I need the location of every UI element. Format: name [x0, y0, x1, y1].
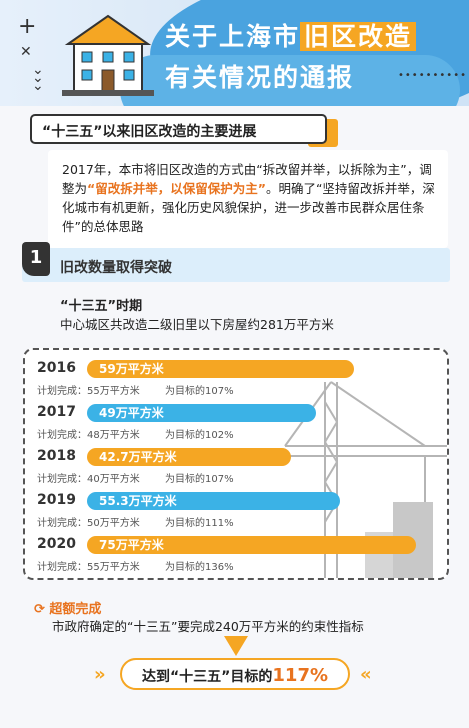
period-description: 中心城区共改造二级旧里以下房屋约281万平方米 — [60, 317, 334, 332]
plus-decoration-icon: + — [18, 14, 37, 39]
over-complete-title: ⟳ 超额完成 — [34, 602, 102, 617]
header-banner: + ✕ ⌄ ⌄ ⌄ 关于上海市 旧区改造 有关情况的通报 •••••••••• — [0, 0, 469, 106]
x-decoration-icon: ✕ — [20, 44, 32, 60]
result-badge: 达到“十三五”目标的117% — [120, 658, 350, 690]
yearly-progress-chart: 2016 59万平方米 计划完成：55万平方米 为目标的107% 2017 49万平方米计… — [23, 348, 449, 580]
bar-percent-label: 为目标的136% — [165, 562, 234, 573]
bar-year-label: 2016 — [37, 360, 76, 376]
bar-year-label: 2019 — [37, 492, 76, 508]
bar-plan-label: 计划完成：50万平方米 — [37, 518, 140, 529]
over-complete-description: 市政府确定的“十三五”要完成240万平方米的约束性指标 — [52, 619, 364, 634]
subsection-bar — [22, 248, 450, 282]
chevron-right-icon: » — [94, 664, 106, 685]
chevron-down-icon: ⌄ ⌄ ⌄ — [32, 62, 44, 94]
dots-decoration: •••••••••• — [398, 70, 467, 81]
bar-year-label: 2017 — [37, 404, 76, 420]
page-title-line1: 关于上海市 旧区改造 — [165, 17, 417, 53]
subsection-title: 旧改数量取得突破 — [60, 260, 172, 276]
arrow-down-icon — [224, 636, 248, 656]
house-icon — [62, 14, 154, 96]
page-title-line2: 有关情况的通报 — [165, 63, 355, 92]
bar-plan-label: 计划完成：55万平方米 — [37, 386, 140, 397]
bar-2016: 59万平方米 — [87, 360, 354, 378]
chevron-left-icon: « — [360, 664, 372, 685]
bar-plan-label: 计划完成：40万平方米 — [37, 474, 140, 485]
bar-2017: 49万平方米 — [87, 404, 316, 422]
bar-plan-label: 计划完成：48万平方米 — [37, 430, 140, 441]
bar-plan-label: 计划完成：55万平方米 — [37, 562, 140, 573]
bar-2018: 42.7万平方米 — [87, 448, 291, 466]
header-blob-lower — [120, 55, 460, 106]
bar-percent-label: 为目标的107% — [165, 386, 234, 397]
subsection-number: 1 — [22, 242, 50, 276]
bar-year-label: 2020 — [37, 536, 76, 552]
intro-emphasis: “留改拆并举，以保留保护为主” — [87, 181, 266, 196]
bar-year-label: 2018 — [37, 448, 76, 464]
bar-percent-label: 为目标的102% — [165, 430, 234, 441]
bar-2019: 55.3万平方米 — [87, 492, 340, 510]
bar-2020: 75万平方米 — [87, 536, 416, 554]
section-heading: “十三五”以来旧区改造的主要进展 — [30, 114, 327, 144]
bar-percent-label: 为目标的111% — [165, 518, 234, 529]
bar-percent-label: 为目标的107% — [165, 474, 234, 485]
intro-paragraph: 2017年，本市将旧区改造的方式由“拆改留并举，以拆除为主”，调整为“留改拆并举… — [48, 150, 448, 248]
period-label: “十三五”时期 — [60, 299, 143, 314]
